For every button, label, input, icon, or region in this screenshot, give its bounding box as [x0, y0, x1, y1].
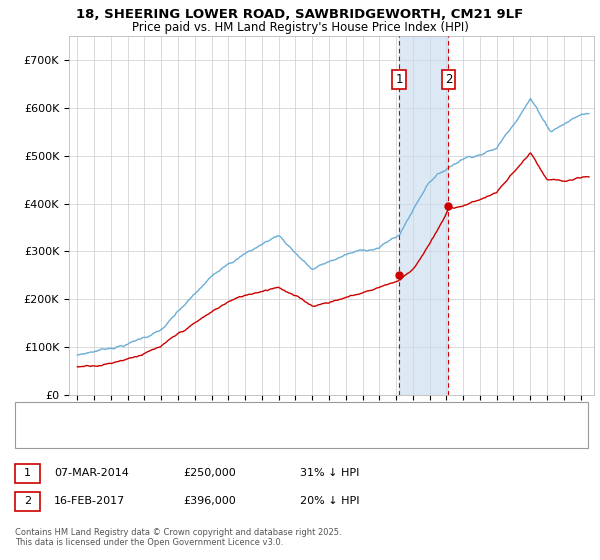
Text: Price paid vs. HM Land Registry's House Price Index (HPI): Price paid vs. HM Land Registry's House …: [131, 21, 469, 34]
Text: HPI: Average price, semi-detached house, Epping Forest: HPI: Average price, semi-detached house,…: [47, 433, 322, 443]
Text: —: —: [24, 431, 40, 445]
Text: 18, SHEERING LOWER ROAD, SAWBRIDGEWORTH, CM21 9LF (semi-detached house): 18, SHEERING LOWER ROAD, SAWBRIDGEWORTH,…: [47, 410, 459, 420]
Text: 20% ↓ HPI: 20% ↓ HPI: [300, 496, 359, 506]
Text: 16-FEB-2017: 16-FEB-2017: [54, 496, 125, 506]
Text: 2: 2: [445, 73, 452, 86]
Bar: [399, 36, 448, 395]
Text: —: —: [24, 408, 40, 422]
Text: 18, SHEERING LOWER ROAD, SAWBRIDGEWORTH, CM21 9LF: 18, SHEERING LOWER ROAD, SAWBRIDGEWORTH,…: [76, 8, 524, 21]
Text: Contains HM Land Registry data © Crown copyright and database right 2025.
This d: Contains HM Land Registry data © Crown c…: [15, 528, 341, 547]
Text: 1: 1: [24, 468, 31, 478]
Text: 2: 2: [24, 496, 31, 506]
Text: 31% ↓ HPI: 31% ↓ HPI: [300, 468, 359, 478]
Text: 07-MAR-2014: 07-MAR-2014: [54, 468, 129, 478]
Text: 1: 1: [395, 73, 403, 86]
Text: £396,000: £396,000: [183, 496, 236, 506]
Text: £250,000: £250,000: [183, 468, 236, 478]
